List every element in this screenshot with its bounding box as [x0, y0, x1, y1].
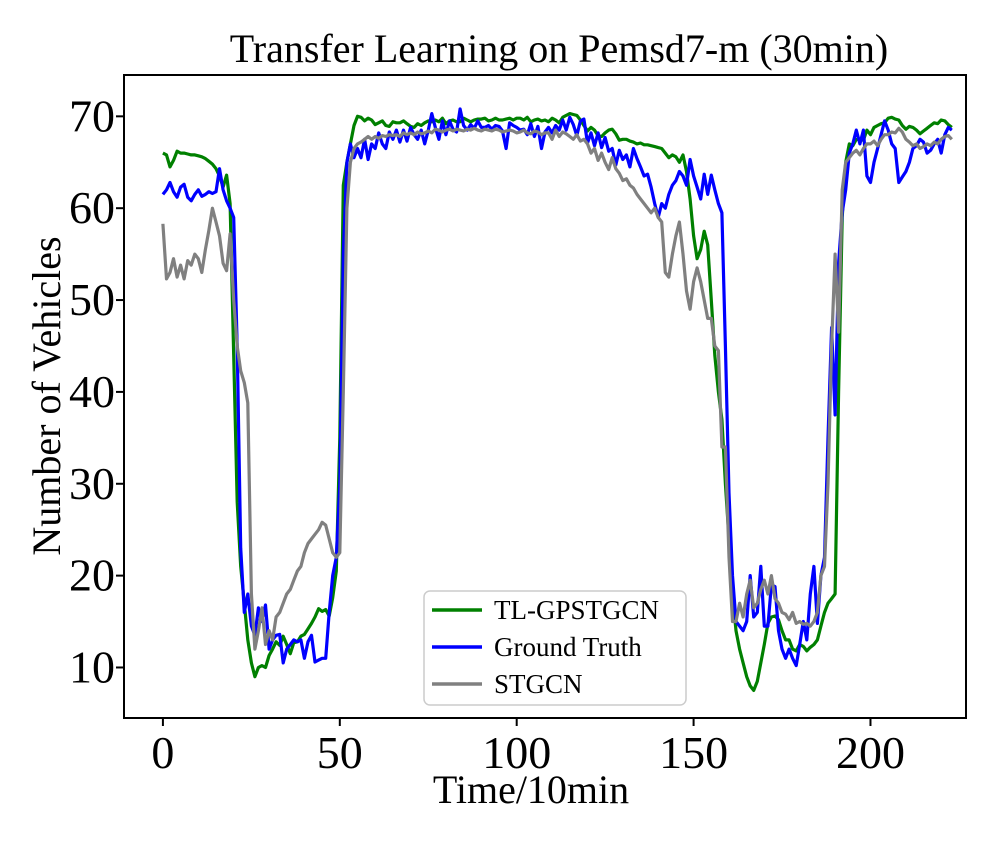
series-layer [161, 107, 953, 693]
y-tick-label: 10 [69, 641, 115, 692]
plot-frame [123, 74, 967, 719]
x-axis-label: Time/10min [433, 767, 629, 812]
chart-title: Transfer Learning on Pemsd7-m (30min) [230, 26, 888, 71]
y-tick-label: 30 [69, 458, 115, 509]
y-tick-label: 60 [69, 182, 115, 233]
x-tick-label: 100 [482, 727, 551, 778]
series-line-stgcn [161, 126, 953, 651]
y-tick-label: 40 [69, 366, 115, 417]
legend: TL-GPSTGCN Ground Truth STGCN [423, 590, 687, 706]
legend-label-ground-truth: Ground Truth [494, 632, 642, 662]
x-tick-label: 150 [659, 727, 728, 778]
legend-box [423, 590, 687, 706]
x-tick-label: 50 [317, 727, 363, 778]
y-tick-label: 50 [69, 274, 115, 325]
legend-label-stgcn: STGCN [494, 669, 583, 699]
series-line-ground-truth [161, 107, 953, 668]
x-tick-label: 0 [151, 727, 174, 778]
axis-ticks: 0 50 100 150 200 10 20 30 40 50 60 70 [69, 90, 905, 778]
y-axis-label: Number of Vehicles [24, 236, 69, 555]
y-tick-label: 70 [69, 90, 115, 141]
x-tick-label: 200 [836, 727, 905, 778]
series-line-tl-gpstgcn [162, 111, 953, 693]
y-tick-label: 20 [69, 550, 115, 601]
legend-label-tl-gpstgcn: TL-GPSTGCN [494, 595, 659, 625]
